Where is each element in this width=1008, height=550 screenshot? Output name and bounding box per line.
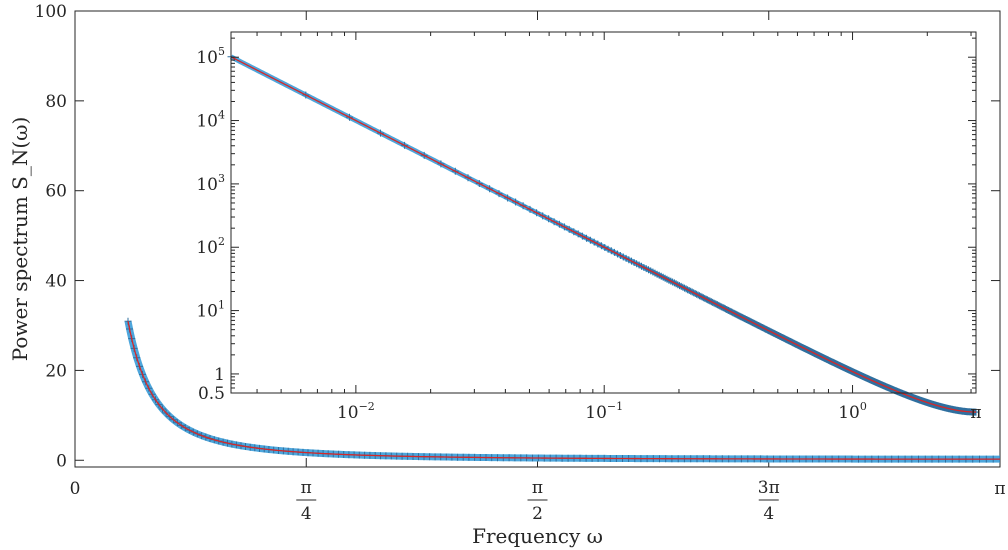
main-ticks — [74, 10, 1001, 467]
inset-plot-series — [227, 53, 980, 416]
main-x-tick-numerator: π — [532, 478, 543, 498]
inset-y-tick-labels: 0.51 101 102 103 104 105 — [196, 45, 225, 404]
main-x-tick-denominator: 4 — [763, 504, 774, 524]
main-x-tick-numerator: 3π — [758, 478, 780, 498]
inset-axes: 10−2 10−1 100 π 0.51 101 102 103 104 105 — [196, 31, 982, 423]
main-curve-group — [124, 317, 1000, 463]
main-x-tick-label: 0 — [70, 479, 81, 499]
main-x-tick-labels: 0 π 4 π 2 3π 4 π — [70, 478, 1006, 524]
main-x-tick-denominator: 4 — [301, 504, 312, 524]
main-y-tick-label: 100 — [35, 2, 67, 22]
main-y-tick-label: 40 — [45, 272, 67, 292]
inset-x-tick-labels: 10−2 10−1 100 π — [337, 400, 982, 423]
inset-ticks — [231, 32, 976, 394]
main-y-tick-label: 0 — [56, 451, 67, 471]
inset-red-curve — [230, 56, 977, 413]
main-red-curve — [127, 321, 1000, 460]
inset-y-tick-label: 105 — [196, 45, 225, 68]
inset-y-tick-label: 102 — [196, 235, 225, 258]
main-x-tick-numerator: π — [301, 478, 312, 498]
inset-x-tick-label: 100 — [838, 400, 867, 423]
main-x-tick-denominator: 2 — [532, 504, 543, 524]
main-x-tick-label: π — [994, 479, 1005, 499]
inset-x-tick-label: π — [970, 403, 981, 423]
inset-y-tick-label: 1 — [214, 365, 225, 385]
inset-background — [231, 32, 976, 393]
inset-y-tick-label: 103 — [196, 172, 225, 195]
main-plot-series — [124, 317, 1000, 463]
main-axes: 0 π 4 π 2 3π 4 π 0 20 40 60 80 100 Frequency ω Power… — [8, 2, 1006, 548]
x-axis-label: Frequency ω — [472, 524, 603, 548]
inset-x-tick-label: 10−1 — [585, 400, 623, 423]
main-y-tick-labels: 0 20 40 60 80 100 — [35, 2, 67, 471]
inset-y-tick-label: 101 — [196, 299, 225, 322]
y-axis-label: Power spectrum S_N(ω) — [8, 117, 32, 362]
inset-plot-area — [230, 31, 977, 394]
main-y-tick-label: 80 — [45, 92, 67, 112]
main-y-tick-label: 20 — [45, 361, 67, 381]
inset-y-tick-label: 104 — [196, 109, 225, 132]
main-y-tick-label: 60 — [45, 182, 67, 202]
inset-x-tick-label: 10−2 — [337, 400, 375, 423]
inset-y-tick-label: 0.5 — [198, 384, 225, 404]
